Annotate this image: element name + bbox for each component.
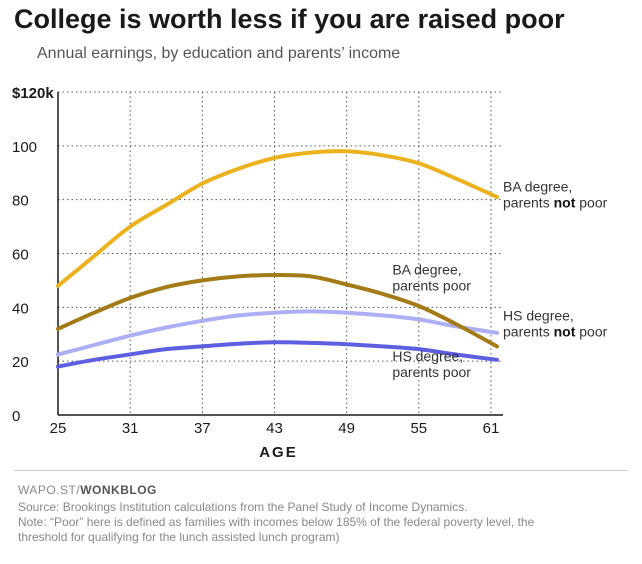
line-chart: 0 20 40 60 80 100 $120k 25 31 37 43 49 55 61 AGE BA de… — [12, 85, 608, 461]
series-label-line1: BA degree, — [392, 262, 461, 278]
series-label-text: poor — [575, 323, 607, 339]
series-label-text: parents — [503, 323, 554, 339]
footnote-line-1: Note: “Poor” here is defined as families… — [18, 515, 535, 529]
chart-series — [56, 149, 499, 369]
x-tick-label: 61 — [483, 420, 500, 437]
footer-divider — [14, 470, 628, 471]
x-tick-label: 55 — [410, 420, 427, 437]
y-tick-label: 80 — [12, 193, 29, 210]
series-label-text: parents — [503, 194, 554, 210]
series-label-emphasis: not — [554, 323, 576, 339]
chart-title: College is worth less if you are raised … — [14, 4, 565, 34]
source-note: Source: Brookings Institution calculatio… — [18, 500, 468, 514]
credit-brand: WONKBLOG — [80, 483, 157, 497]
x-tick-label: 25 — [50, 420, 67, 437]
chart-axes: 0 20 40 60 80 100 $120k 25 31 37 43 49 55 61 AGE — [12, 85, 503, 461]
series-label-text: parents poor — [392, 364, 471, 380]
y-tick-label: 100 — [12, 139, 37, 156]
series-label-line1: HS degree, — [503, 307, 574, 323]
x-tick-label: 49 — [338, 420, 355, 437]
credit-line: WAPO.ST/WONKBLOG — [18, 483, 157, 497]
series-label-line2: parents poor — [392, 364, 471, 380]
series-line — [56, 340, 499, 369]
y-tick-label: 60 — [12, 247, 29, 264]
series-label-line2: parents not poor — [503, 323, 608, 339]
y-tick-label: 0 — [12, 408, 20, 425]
series-label-line2: parents poor — [392, 278, 471, 294]
series-label-text: parents poor — [392, 278, 471, 294]
series-label-line1: BA degree, — [503, 178, 572, 194]
series-line — [56, 149, 499, 288]
series-label-text: poor — [575, 194, 607, 210]
series-label-line2: parents not poor — [503, 194, 608, 210]
series-line — [56, 309, 499, 357]
x-axis-label: AGE — [259, 444, 298, 461]
chart-subtitle: Annual earnings, by education and parent… — [37, 45, 401, 62]
series-line — [56, 272, 499, 349]
y-tick-label: $120k — [12, 85, 54, 102]
series-label-emphasis: not — [554, 194, 576, 210]
y-tick-label: 40 — [12, 300, 29, 317]
x-tick-label: 43 — [266, 420, 283, 437]
credit-prefix: WAPO.ST/ — [18, 483, 81, 497]
y-tick-label: 20 — [12, 354, 29, 371]
footnote-line-2: threshold for qualifying for the lunch a… — [18, 530, 340, 544]
x-tick-label: 37 — [194, 420, 211, 437]
series-label-line1: HS degree, — [392, 348, 463, 364]
x-tick-label: 31 — [122, 420, 139, 437]
